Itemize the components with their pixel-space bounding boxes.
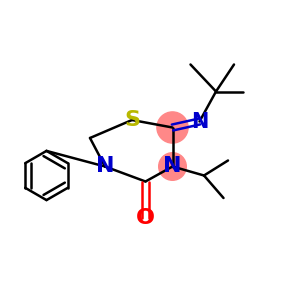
Circle shape bbox=[157, 112, 188, 143]
Text: S: S bbox=[124, 110, 140, 130]
Text: N: N bbox=[163, 157, 182, 176]
Text: N: N bbox=[191, 112, 208, 131]
Circle shape bbox=[159, 153, 186, 180]
Text: N: N bbox=[96, 157, 114, 176]
Text: O: O bbox=[136, 208, 155, 227]
